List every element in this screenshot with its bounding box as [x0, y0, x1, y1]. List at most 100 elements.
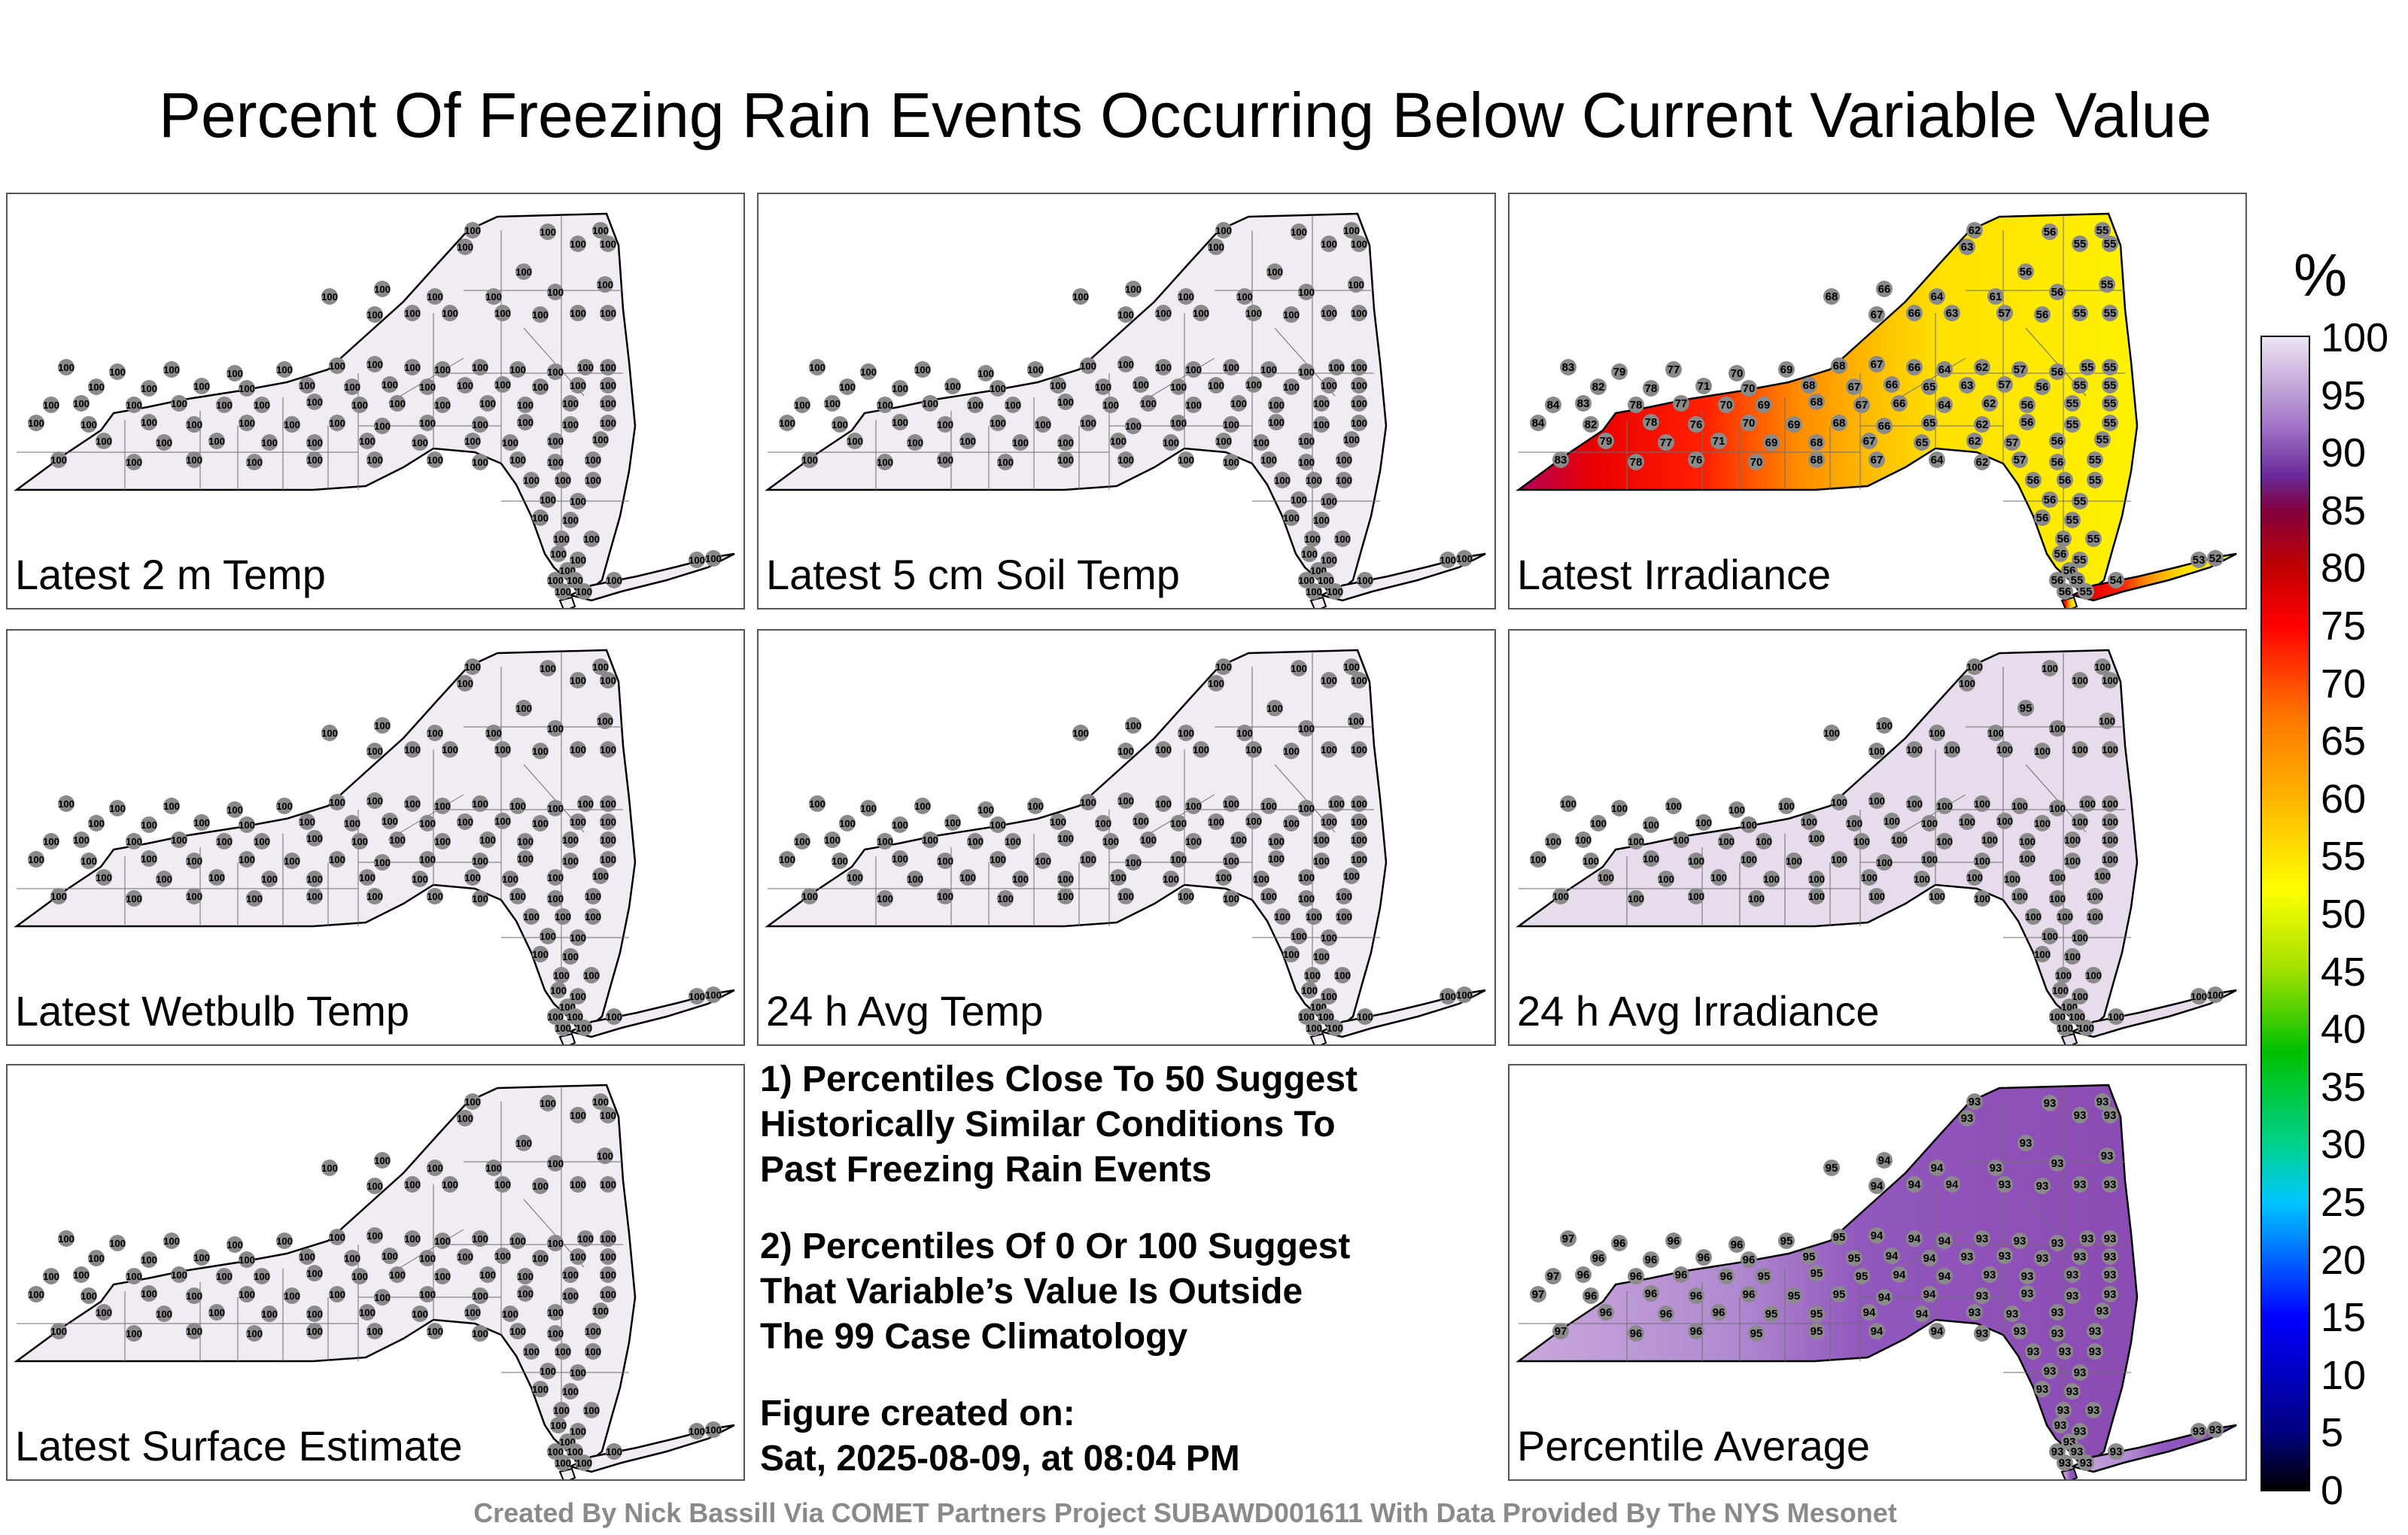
- station-marker: 100: [532, 743, 549, 759]
- station-value-label: 78: [1645, 382, 1658, 395]
- station-value-label: 100: [434, 836, 451, 847]
- station-marker: 56: [2057, 583, 2073, 600]
- station-value-label: 100: [1301, 985, 1318, 996]
- station-marker: 100: [366, 1323, 383, 1339]
- station-value-label: 100: [261, 874, 278, 885]
- station-value-label: 100: [186, 419, 202, 430]
- station-value-label: 100: [600, 380, 616, 391]
- station-marker: 100: [366, 1178, 383, 1194]
- station-marker: 56: [2049, 433, 2066, 449]
- station-marker: 100: [540, 660, 556, 676]
- station-value-label: 100: [1861, 872, 1877, 883]
- station-marker: 100: [1351, 377, 1367, 394]
- station-value-label: 100: [1808, 891, 1825, 902]
- station-marker: 63: [1959, 377, 1975, 394]
- station-value-label: 100: [126, 1271, 142, 1282]
- station-value-label: 100: [1351, 854, 1367, 865]
- station-value-label: 95: [1758, 1270, 1771, 1283]
- station-marker: 93: [2004, 1306, 2020, 1322]
- station-marker: 95: [1823, 1160, 1840, 1176]
- station-value-label: 100: [1215, 872, 1232, 883]
- station-value-label: 66: [1878, 420, 1891, 433]
- station-value-label: 57: [2014, 454, 2026, 467]
- station-marker: 100: [1876, 854, 1893, 871]
- station-value-label: 100: [2207, 989, 2224, 1001]
- station-marker: 95: [1808, 1265, 1825, 1281]
- station-value-label: 77: [1660, 436, 1673, 449]
- station-value-label: 93: [1999, 1178, 2011, 1191]
- station-value-label: 100: [1996, 816, 2013, 827]
- station-value-label: 100: [261, 1309, 278, 1320]
- station-value-label: 100: [1208, 678, 1224, 689]
- station-value-label: 100: [58, 798, 74, 810]
- station-marker: 67: [1846, 378, 1862, 395]
- station-value-label: 100: [937, 419, 953, 430]
- station-marker: 100: [1831, 851, 1847, 868]
- station-value-label: 67: [1863, 435, 1876, 448]
- station-value-label: 100: [1266, 703, 1283, 714]
- station-marker: 100: [515, 1135, 532, 1151]
- station-value-label: 100: [562, 1290, 579, 1302]
- station-marker: 100: [126, 833, 142, 850]
- station-marker: 100: [419, 378, 436, 395]
- station-marker: 100: [427, 1160, 443, 1176]
- station-value-label: 100: [494, 816, 511, 827]
- station-value-label: 100: [600, 834, 616, 846]
- station-value-label: 100: [892, 819, 908, 831]
- panel-label: Latest 5 cm Soil Temp: [766, 551, 1180, 598]
- station-value-label: 100: [58, 1233, 74, 1245]
- station-value-label: 100: [239, 819, 255, 831]
- station-value-label: 100: [577, 362, 594, 373]
- map-panel-wetbulb: 100 100 100 100 100 100 100 100 100 100 100 100 100 1…: [6, 629, 745, 1046]
- station-marker: 56: [2019, 397, 2036, 413]
- station-value-label: 100: [600, 1110, 616, 1121]
- station-value-label: 100: [600, 816, 616, 828]
- station-marker: 100: [1253, 871, 1269, 887]
- station-marker: 100: [2019, 850, 2036, 867]
- station-marker: 100: [1351, 672, 1367, 688]
- station-value-label: 100: [1906, 798, 1923, 810]
- station-value-label: 100: [570, 1367, 586, 1378]
- station-value-label: 100: [351, 836, 368, 847]
- station-value-label: 100: [81, 856, 97, 867]
- station-value-label: 100: [824, 834, 841, 846]
- station-marker: 71: [1710, 433, 1727, 449]
- station-marker: 100: [824, 395, 841, 412]
- station-value-label: 100: [299, 816, 315, 828]
- station-marker: 93: [2099, 1147, 2115, 1164]
- station-value-label: 57: [1999, 378, 2011, 391]
- station-value-label: 100: [1343, 661, 1360, 673]
- station-marker: 100: [2034, 743, 2051, 759]
- station-marker: 100: [2094, 868, 2111, 884]
- station-marker: 100: [1208, 239, 1224, 255]
- station-value-label: 100: [2072, 991, 2088, 1002]
- station-marker: 100: [502, 871, 518, 887]
- station-value-label: 55: [2087, 533, 2100, 546]
- station-value-label: 62: [1984, 397, 1996, 410]
- station-marker: 100: [1298, 720, 1315, 737]
- station-value-label: 100: [1298, 436, 1315, 447]
- station-value-label: 55: [2089, 474, 2102, 487]
- station-marker: 100: [1005, 833, 1021, 850]
- station-marker: 100: [1125, 854, 1142, 871]
- station-marker: 93: [2011, 1233, 2028, 1249]
- station-marker: 100: [2042, 928, 2058, 944]
- station-value-label: 93: [2059, 1345, 2072, 1358]
- new-york-state-shape: [14, 1084, 637, 1470]
- station-marker: 100: [1974, 795, 1990, 812]
- station-marker: 100: [570, 552, 586, 568]
- station-value-label: 100: [540, 1098, 556, 1109]
- station-marker: 100: [28, 1286, 44, 1302]
- station-value-label: 100: [553, 970, 570, 981]
- station-marker: 100: [126, 890, 142, 907]
- station-marker: 100: [583, 1402, 600, 1418]
- station-value-label: 93: [2036, 1252, 2049, 1265]
- station-value-label: 100: [1643, 819, 1659, 831]
- station-marker: 100: [600, 831, 616, 848]
- station-value-label: 100: [1643, 853, 1659, 865]
- station-value-label: 100: [517, 853, 534, 865]
- station-value-label: 100: [1936, 836, 1953, 847]
- station-marker: 100: [532, 1381, 549, 1397]
- station-marker: 100: [1763, 871, 1780, 887]
- station-value-label: 100: [1313, 951, 1330, 962]
